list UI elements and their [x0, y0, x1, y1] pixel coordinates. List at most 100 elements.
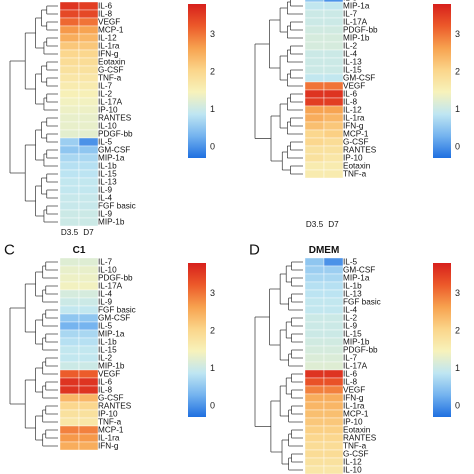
panel-title: DMEM	[309, 245, 340, 256]
heatmap-cell	[304, 297, 325, 307]
heatmap-body: IL-5MIP-1aIL-7IL-17APDGF-bbMIP-1bIL-2IL-…	[254, 0, 378, 179]
heatmap-cell	[304, 265, 325, 275]
heatmap-cell	[304, 17, 325, 27]
heatmap-cell	[304, 321, 325, 331]
heatmap-cell	[78, 161, 99, 171]
row-label: IL-5	[98, 322, 113, 331]
row-label: TNF-a	[98, 418, 122, 427]
colorbar-tick-label: 0	[455, 142, 460, 152]
heatmap-cell	[78, 305, 99, 315]
row-label: RANTES	[343, 146, 377, 155]
row-label: GM-CSF	[343, 266, 375, 275]
heatmap-cell	[59, 129, 80, 139]
heatmap-cell	[323, 169, 344, 179]
heatmap-cell	[304, 0, 325, 3]
heatmap-cell	[304, 329, 325, 339]
row-label: IL-1ra	[98, 42, 120, 51]
colorbar	[433, 4, 451, 158]
heatmap-cell	[78, 57, 99, 67]
heatmap-body: IL-6IL-8VEGFMCP-1IL-12IL-1raIFN-gEotaxin…	[9, 2, 136, 227]
heatmap-cell	[78, 9, 99, 19]
row-label: IFN-g	[98, 442, 119, 451]
row-label: IL-4	[343, 306, 358, 315]
heatmap-cell	[304, 377, 325, 387]
heatmap-cell	[78, 409, 99, 419]
row-label: IL-8	[98, 386, 113, 395]
row-label: IL-13	[98, 178, 117, 187]
heatmap-panel-b: IL-5MIP-1aIL-7IL-17APDGF-bbMIP-1bIL-2IL-…	[254, 0, 460, 229]
heatmap-cell	[323, 377, 344, 387]
row-label: GM-CSF	[98, 314, 130, 323]
heatmap-cell	[304, 137, 325, 147]
heatmap-cell	[323, 441, 344, 451]
heatmap-cell	[323, 345, 344, 355]
heatmap-cell	[304, 89, 325, 99]
colorbar-tick-label: 1	[210, 104, 215, 114]
heatmap-cell	[304, 33, 325, 43]
heatmap-cell	[78, 209, 99, 219]
row-label: TNF-a	[98, 74, 122, 83]
heatmap-cell	[59, 273, 80, 283]
heatmap-cell	[323, 105, 344, 115]
row-label: FGF basic	[98, 306, 136, 315]
heatmap-cell	[59, 329, 80, 339]
row-label: IL-1ra	[98, 434, 120, 443]
heatmap-cell	[78, 425, 99, 435]
heatmap-cell	[323, 401, 344, 411]
heatmap-cell	[78, 329, 99, 339]
heatmap-cell	[304, 161, 325, 171]
heatmap-cell	[78, 17, 99, 27]
heatmap-cell	[323, 49, 344, 59]
heatmap-cell	[323, 0, 344, 3]
heatmap-cell	[323, 25, 344, 35]
panel-title: C1	[73, 245, 86, 256]
heatmap-cell	[78, 313, 99, 323]
row-label: IL-2	[343, 42, 358, 51]
row-label: VEGF	[98, 18, 120, 27]
heatmap-cell	[323, 457, 344, 467]
heatmap-cell	[78, 177, 99, 187]
heatmap-cell	[304, 305, 325, 315]
heatmap-cell	[78, 153, 99, 163]
column-label: D7	[83, 228, 94, 237]
colorbar-tick-label: 3	[210, 288, 215, 298]
heatmap-cell	[304, 425, 325, 435]
heatmap-cell	[59, 313, 80, 323]
heatmap-cell	[323, 73, 344, 83]
heatmap-cell	[78, 73, 99, 83]
colorbar-tick-label: 2	[210, 67, 215, 77]
heatmap-cell	[59, 337, 80, 347]
heatmap-cell	[78, 385, 99, 395]
heatmap-cell	[78, 65, 99, 75]
heatmap-cell	[304, 353, 325, 363]
heatmap-cell	[323, 89, 344, 99]
row-label: IL-5	[343, 258, 358, 267]
heatmap-cell	[304, 129, 325, 139]
row-label: IL-10	[343, 466, 362, 474]
row-label: FGF basic	[98, 202, 136, 211]
heatmap-cell	[304, 401, 325, 411]
heatmap-cell	[323, 337, 344, 347]
heatmap-cell	[78, 377, 99, 387]
heatmap-cell	[304, 313, 325, 323]
heatmap-cell	[323, 305, 344, 315]
row-label: GM-CSF	[98, 146, 130, 155]
heatmap-cell	[78, 273, 99, 283]
heatmap-cell	[59, 321, 80, 331]
heatmap-cell	[304, 169, 325, 179]
heatmap-cell	[59, 169, 80, 179]
heatmap-cell	[304, 281, 325, 291]
heatmap-cell	[59, 281, 80, 291]
heatmap-cell	[304, 113, 325, 123]
row-label: IL-1ra	[343, 402, 365, 411]
heatmap-cell	[304, 433, 325, 443]
row-label: IL-7	[343, 10, 358, 19]
heatmap-cell	[78, 321, 99, 331]
heatmap-cell	[59, 305, 80, 315]
heatmap-cell	[323, 385, 344, 395]
colorbar-tick-label: 1	[455, 363, 460, 373]
heatmap-cell	[323, 57, 344, 67]
row-label: RANTES	[98, 402, 132, 411]
row-label: FGF basic	[343, 298, 381, 307]
heatmap-cell	[59, 401, 80, 411]
